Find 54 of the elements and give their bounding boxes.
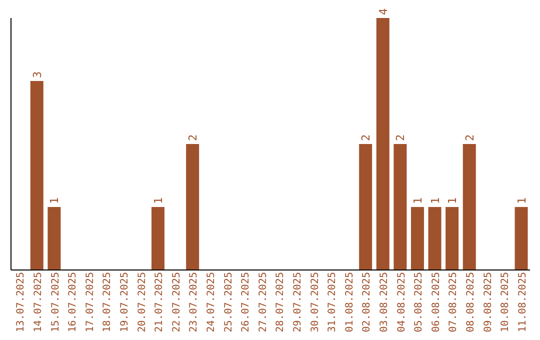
data-label: 2 [394, 134, 408, 141]
data-label: 2 [360, 134, 373, 141]
x-tick-label: 09.08.2025 [482, 272, 494, 332]
bar [30, 81, 44, 270]
x-tick-label: 20.07.2025 [136, 272, 148, 332]
x-tick-label: 31.07.2025 [327, 272, 338, 332]
x-tick-label: 03.08.2025 [378, 272, 390, 332]
data-label: 1 [446, 197, 460, 204]
x-tick-label: 30.07.2025 [310, 272, 321, 332]
x-tick-label: 04.08.2025 [396, 272, 408, 332]
bar [48, 207, 61, 270]
bar [376, 18, 390, 270]
x-tick-label: 25.07.2025 [223, 272, 234, 332]
bar [514, 207, 528, 270]
x-tick-label: 21.07.2025 [154, 272, 166, 332]
bar [359, 144, 372, 270]
data-label: 1 [515, 197, 528, 204]
bar [462, 144, 476, 270]
x-tick-label: 29.07.2025 [292, 272, 304, 332]
data-label: 2 [186, 134, 200, 141]
data-label: 2 [463, 134, 476, 141]
data-label: 1 [48, 197, 62, 204]
data-label: 3 [30, 71, 44, 78]
bar [446, 207, 459, 270]
bar [410, 207, 424, 270]
bar [428, 207, 442, 270]
data-label: 4 [376, 8, 390, 15]
x-tick-label: 23.07.2025 [188, 272, 200, 332]
bar [394, 144, 407, 270]
x-tick-label: 28.07.2025 [275, 272, 286, 332]
x-tick-label: 05.08.2025 [414, 272, 425, 332]
x-tick-label: 26.07.2025 [240, 272, 252, 332]
x-tick-label: 07.08.2025 [448, 272, 460, 332]
x-tick-label: 19.07.2025 [119, 272, 130, 332]
data-label: 1 [428, 197, 442, 204]
x-tick-label: 08.08.2025 [465, 272, 476, 332]
bar [151, 207, 164, 270]
x-tick-label: 18.07.2025 [102, 272, 114, 332]
x-tick-label: 01.08.2025 [344, 272, 356, 332]
x-tick-label: 15.07.2025 [50, 272, 62, 332]
x-tick-label: 17.07.2025 [84, 272, 96, 332]
x-tick-label: 11.08.2025 [517, 272, 528, 332]
x-tick-label: 10.08.2025 [500, 272, 512, 332]
x-tick-label: 13.07.2025 [16, 272, 27, 332]
x-tick-label: 14.07.2025 [32, 272, 44, 332]
x-tick-label: 22.07.2025 [171, 272, 182, 332]
data-label: 1 [152, 197, 165, 204]
x-tick-label: 27.07.2025 [258, 272, 269, 332]
x-tick-label: 02.08.2025 [362, 272, 373, 332]
data-label: 1 [411, 197, 424, 204]
x-tick-label: 06.08.2025 [430, 272, 442, 332]
x-tick-label: 24.07.2025 [206, 272, 217, 332]
x-tick-label: 16.07.2025 [68, 272, 79, 332]
bar [186, 144, 200, 270]
